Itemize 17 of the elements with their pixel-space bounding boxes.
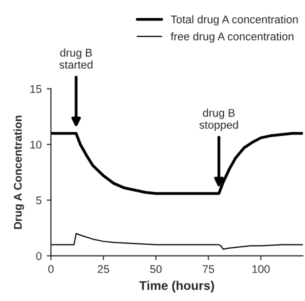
x-tick-label: 25 — [98, 265, 110, 274]
y-axis-title: Drug A Concentration — [14, 116, 24, 229]
legend-label: free drug A concentration — [170, 32, 294, 43]
x-tick-label: 100 — [252, 265, 270, 274]
y-tick-label: 15 — [30, 85, 42, 93]
y-tick-label: 0 — [36, 252, 42, 260]
annotation: drug B started — [59, 48, 92, 69]
annotation: drug B stopped — [199, 108, 238, 131]
line-series — [50, 132, 303, 195]
legend-label: Total drug A concentration — [170, 15, 298, 26]
y-tick-label: 10 — [30, 140, 42, 149]
x-axis-title: Time (hours) — [139, 280, 214, 292]
x-tick-label: 0 — [48, 265, 54, 274]
line-series — [50, 233, 303, 250]
x-tick-label: 75 — [202, 265, 214, 274]
y-tick-label: 5 — [36, 196, 42, 204]
x-tick-label: 50 — [150, 265, 162, 274]
